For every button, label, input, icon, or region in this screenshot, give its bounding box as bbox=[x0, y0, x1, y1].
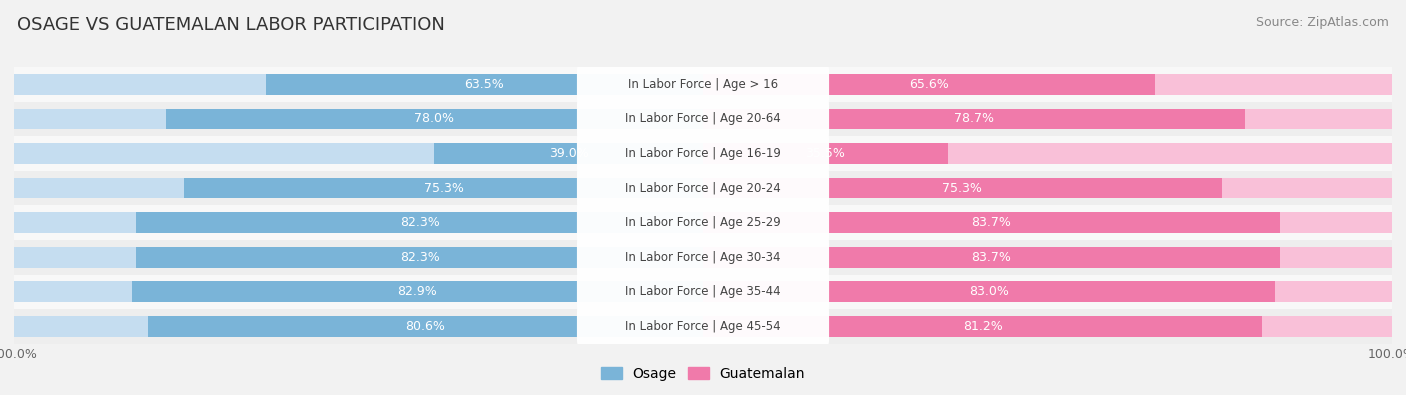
Bar bbox=[703, 213, 1279, 233]
Text: 78.7%: 78.7% bbox=[955, 113, 994, 126]
Bar bbox=[132, 281, 703, 302]
Text: 82.9%: 82.9% bbox=[398, 285, 437, 298]
Bar bbox=[703, 74, 1392, 95]
Bar bbox=[14, 143, 703, 164]
Bar bbox=[14, 316, 703, 337]
Text: OSAGE VS GUATEMALAN LABOR PARTICIPATION: OSAGE VS GUATEMALAN LABOR PARTICIPATION bbox=[17, 16, 444, 34]
Text: 75.3%: 75.3% bbox=[423, 182, 464, 195]
Text: In Labor Force | Age 35-44: In Labor Force | Age 35-44 bbox=[626, 285, 780, 298]
Bar bbox=[14, 213, 703, 233]
Bar bbox=[703, 316, 1263, 337]
Bar bbox=[14, 136, 1392, 171]
Bar bbox=[703, 109, 1246, 130]
Bar bbox=[136, 213, 703, 233]
FancyBboxPatch shape bbox=[576, 201, 830, 244]
Text: 82.3%: 82.3% bbox=[399, 251, 440, 264]
Text: In Labor Force | Age 45-54: In Labor Force | Age 45-54 bbox=[626, 320, 780, 333]
Bar bbox=[184, 178, 703, 198]
Bar bbox=[703, 247, 1392, 268]
Bar bbox=[14, 109, 703, 130]
Bar bbox=[703, 316, 1392, 337]
Bar bbox=[703, 281, 1392, 302]
Text: 83.7%: 83.7% bbox=[972, 251, 1011, 264]
Text: 63.5%: 63.5% bbox=[464, 78, 505, 91]
Bar bbox=[703, 178, 1222, 198]
Text: In Labor Force | Age 25-29: In Labor Force | Age 25-29 bbox=[626, 216, 780, 229]
Bar bbox=[703, 143, 948, 164]
Text: 80.6%: 80.6% bbox=[405, 320, 446, 333]
Text: In Labor Force | Age > 16: In Labor Force | Age > 16 bbox=[628, 78, 778, 91]
Bar bbox=[703, 109, 1392, 130]
Text: 39.0%: 39.0% bbox=[548, 147, 589, 160]
Bar bbox=[14, 309, 1392, 344]
Text: 83.0%: 83.0% bbox=[969, 285, 1010, 298]
Legend: Osage, Guatemalan: Osage, Guatemalan bbox=[595, 361, 811, 386]
FancyBboxPatch shape bbox=[576, 167, 830, 209]
Bar bbox=[148, 316, 703, 337]
Bar bbox=[703, 143, 1392, 164]
Text: 35.5%: 35.5% bbox=[806, 147, 845, 160]
Bar bbox=[703, 281, 1275, 302]
Bar bbox=[14, 275, 1392, 309]
Bar bbox=[14, 67, 1392, 102]
Text: In Labor Force | Age 16-19: In Labor Force | Age 16-19 bbox=[626, 147, 780, 160]
Text: 82.3%: 82.3% bbox=[399, 216, 440, 229]
Bar bbox=[14, 205, 1392, 240]
FancyBboxPatch shape bbox=[576, 98, 830, 140]
Bar bbox=[703, 247, 1279, 268]
Bar bbox=[136, 247, 703, 268]
Bar bbox=[14, 102, 1392, 136]
Bar bbox=[703, 178, 1392, 198]
Bar bbox=[14, 247, 703, 268]
Text: 81.2%: 81.2% bbox=[963, 320, 1002, 333]
FancyBboxPatch shape bbox=[576, 132, 830, 175]
FancyBboxPatch shape bbox=[576, 63, 830, 105]
Text: 75.3%: 75.3% bbox=[942, 182, 983, 195]
Bar bbox=[14, 281, 703, 302]
Text: Source: ZipAtlas.com: Source: ZipAtlas.com bbox=[1256, 16, 1389, 29]
Text: In Labor Force | Age 20-24: In Labor Force | Age 20-24 bbox=[626, 182, 780, 195]
Bar bbox=[266, 74, 703, 95]
Bar bbox=[14, 178, 703, 198]
Text: In Labor Force | Age 30-34: In Labor Force | Age 30-34 bbox=[626, 251, 780, 264]
Bar bbox=[434, 143, 703, 164]
Bar bbox=[14, 240, 1392, 275]
Bar bbox=[703, 213, 1392, 233]
FancyBboxPatch shape bbox=[576, 305, 830, 348]
Bar bbox=[14, 171, 1392, 205]
Bar bbox=[703, 74, 1154, 95]
FancyBboxPatch shape bbox=[576, 271, 830, 313]
Bar bbox=[166, 109, 703, 130]
Text: 78.0%: 78.0% bbox=[415, 113, 454, 126]
Bar bbox=[14, 74, 703, 95]
Text: 83.7%: 83.7% bbox=[972, 216, 1011, 229]
Text: 65.6%: 65.6% bbox=[910, 78, 949, 91]
FancyBboxPatch shape bbox=[576, 236, 830, 278]
Text: In Labor Force | Age 20-64: In Labor Force | Age 20-64 bbox=[626, 113, 780, 126]
